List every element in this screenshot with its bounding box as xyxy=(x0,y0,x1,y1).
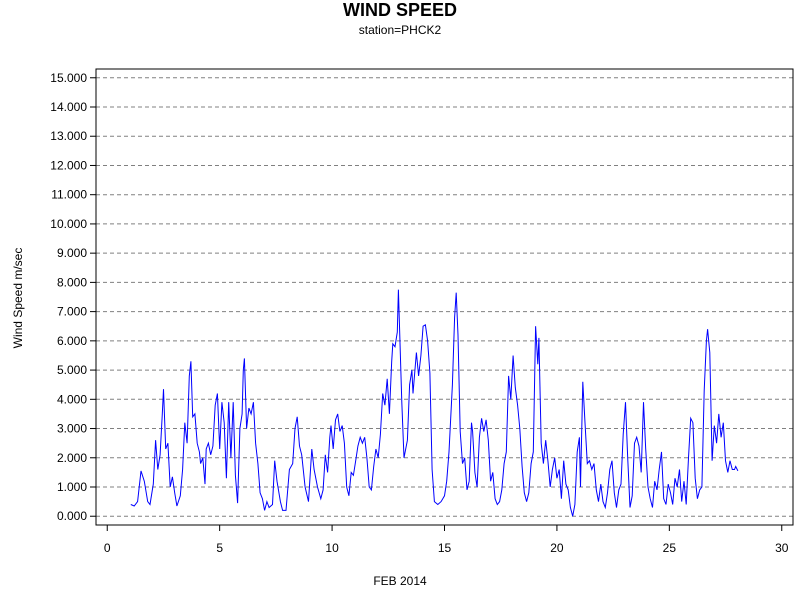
y-tick-label: 3.000 xyxy=(57,422,87,436)
x-tick-label: 25 xyxy=(663,541,677,555)
y-tick-label: 12.000 xyxy=(50,158,87,172)
chart-subtitle: station=PHCK2 xyxy=(358,23,442,37)
x-tick-label: 15 xyxy=(438,541,452,555)
x-axis: 0 5 10 15 20 25 30 xyxy=(104,525,789,555)
chart-title: WIND SPEED xyxy=(342,0,457,20)
y-tick-label: 8.000 xyxy=(57,275,87,289)
y-tick-label: 10.000 xyxy=(50,217,87,231)
y-tick-label: 11.000 xyxy=(51,188,87,202)
y-tick-label: 2.000 xyxy=(57,451,87,465)
x-tick-label: 20 xyxy=(550,541,564,555)
y-tick-label: 13.000 xyxy=(50,129,87,143)
x-tick-label: 10 xyxy=(325,541,339,555)
y-tick-label: 14.000 xyxy=(50,100,87,114)
y-tick-label: 0.000 xyxy=(57,509,87,523)
x-axis-label: FEB 2014 xyxy=(373,574,427,588)
y-tick-label: 5.000 xyxy=(57,363,87,377)
series-line xyxy=(130,289,739,517)
x-tick-label: 0 xyxy=(104,541,111,555)
x-tick-label: 5 xyxy=(216,541,223,555)
y-tick-label: 15.000 xyxy=(50,71,87,85)
y-tick-label: 9.000 xyxy=(57,246,87,260)
y-tick-label: 1.000 xyxy=(57,480,87,494)
x-tick-label: 30 xyxy=(775,541,789,555)
y-tick-label: 7.000 xyxy=(57,305,87,319)
y-axis: 0.000 1.000 2.000 3.000 4.000 5.000 6.000 7.000… xyxy=(50,71,96,523)
y-tick-label: 4.000 xyxy=(57,392,87,406)
y-tick-label: 6.000 xyxy=(57,334,87,348)
